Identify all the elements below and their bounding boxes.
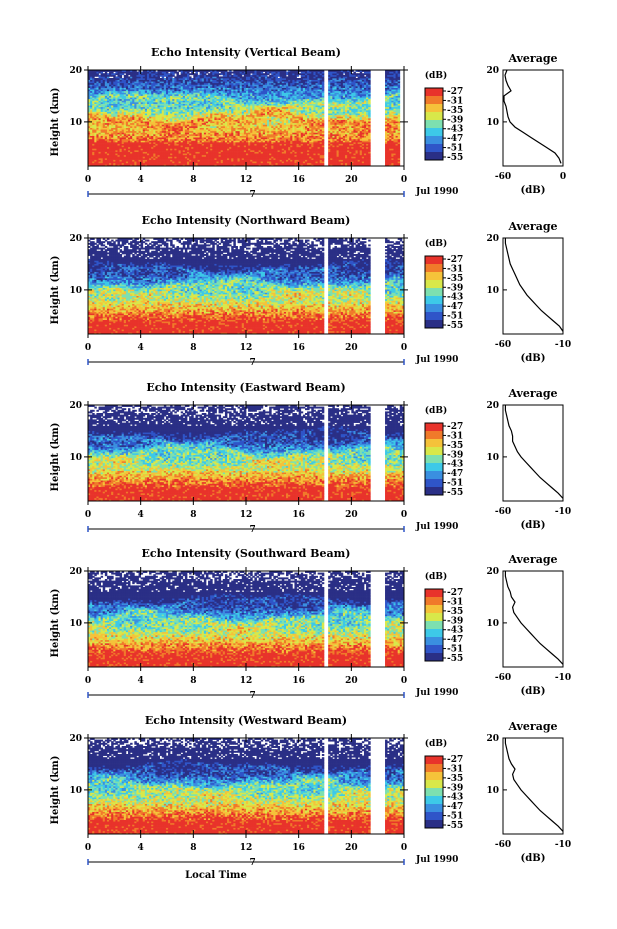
heatmap-cell [168,73,170,75]
heatmap-cell [176,72,178,74]
heatmap-cell [99,75,101,77]
heatmap-cell [160,78,162,80]
heatmap-cell [107,73,109,75]
heatmap-cell [115,76,117,78]
heatmap-cell [164,78,166,80]
heatmap-cell [172,78,174,80]
heatmap-cell [219,73,221,75]
heatmap-cell [94,78,96,80]
heatmap-cell [191,78,193,80]
heatmap-cell [124,75,126,77]
heatmap-cell [189,73,191,75]
panel-0: Echo Intensity (Vertical Beam)2010Height… [50,46,566,200]
heatmap-cell [136,72,138,74]
heatmap-cell [174,76,176,78]
heatmap-cell [198,75,200,77]
heatmap-cell [189,76,191,78]
heatmap-cell [206,75,208,77]
heatmap-cell [155,72,157,74]
heatmap-cell [208,73,210,75]
chart-title: Echo Intensity (Vertical Beam) [151,46,341,59]
heatmap-cell [128,76,130,78]
heatmap-cell [96,78,98,80]
heatmap-cell [221,76,223,78]
heatmap-cell [109,78,111,80]
heatmap [88,70,400,166]
heatmap-cell [179,75,181,77]
heatmap-cell [111,78,113,80]
heatmap-cell [219,76,221,78]
heatmap-cell [122,78,124,80]
heatmap-cell [113,73,115,75]
heatmap-cell [103,73,105,75]
